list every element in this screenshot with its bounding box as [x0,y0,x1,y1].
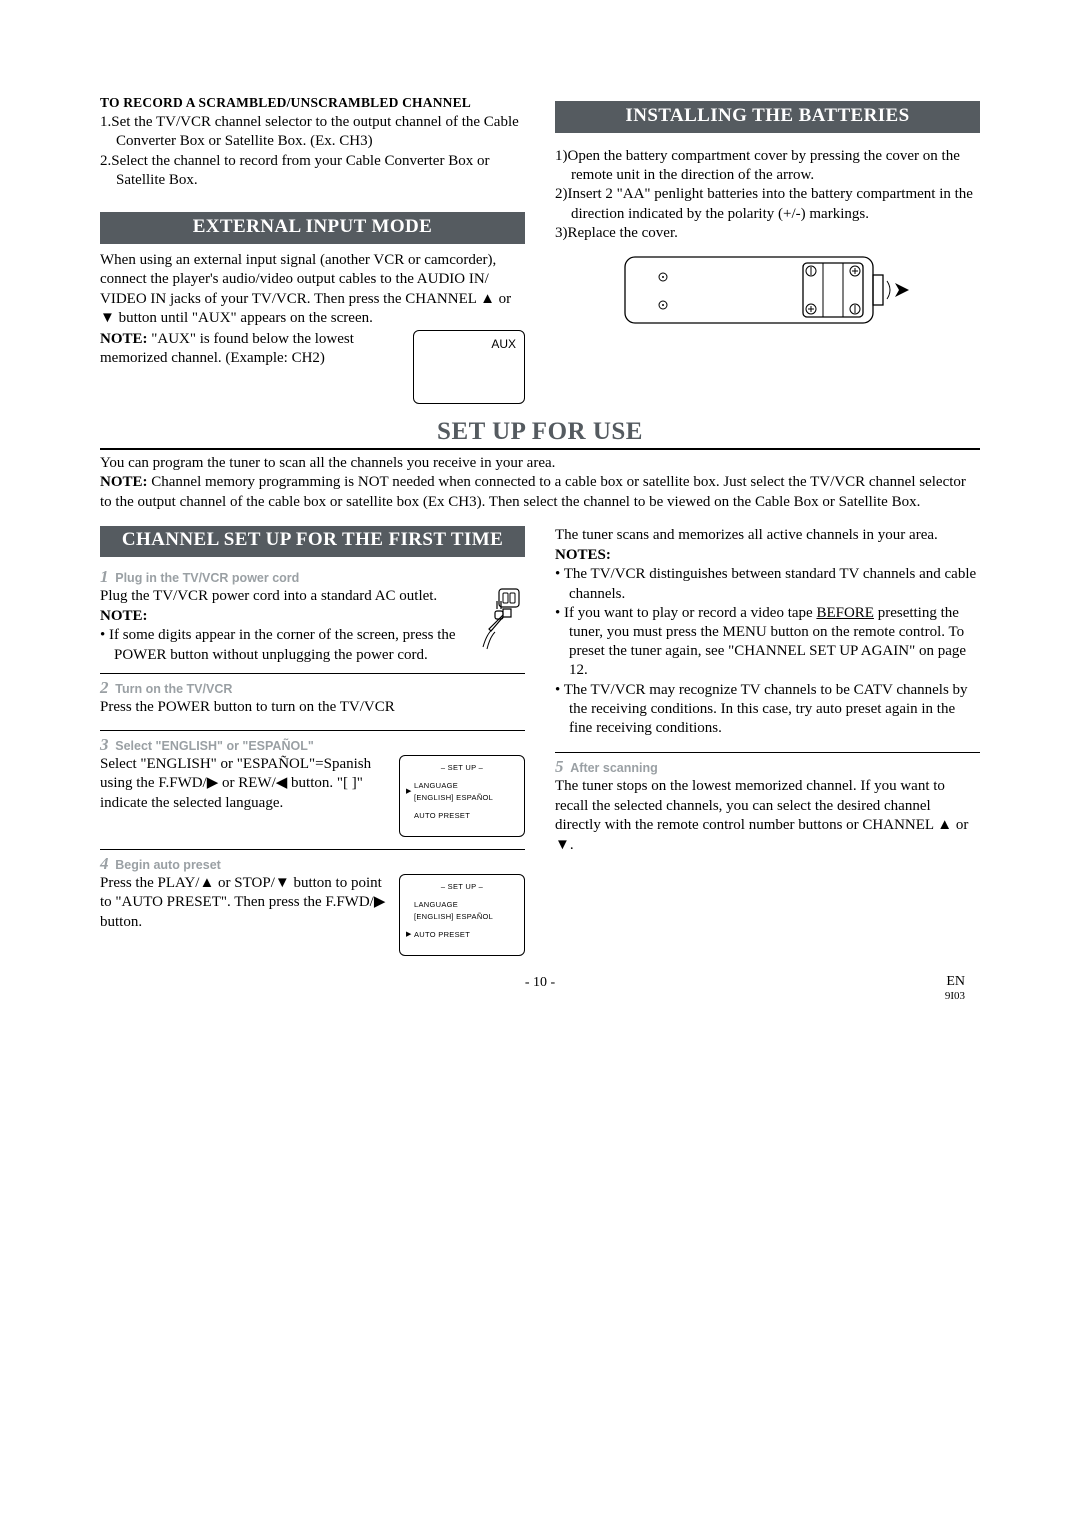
step4-osd-title: – SET UP – [406,881,518,893]
install-item-3: 3)Replace the cover. [555,224,980,243]
battery-diagram [623,253,913,333]
external-input-body: When using an external input signal (ano… [100,251,525,329]
step5-num: 5 [555,757,564,776]
external-input-banner: EXTERNAL INPUT MODE [100,212,525,244]
step4-osd-auto: AUTO PRESET [414,929,470,941]
external-note-label: NOTE: [100,331,148,347]
divider [100,730,525,731]
page-number: - 10 - [0,975,1080,991]
divider [100,673,525,674]
tuner-bullet-1: The TV/VCR distinguishes between standar… [555,565,980,603]
pointer-icon: ▶ [406,929,414,940]
aux-screen-box: AUX [413,330,525,404]
step3-osd: – SET UP – ▶ LANGUAGE [ENGLISH] ESPAÑOL … [399,755,525,837]
step3-body: Select "ENGLISH" or "ESPAÑOL"=Spanish us… [100,755,391,814]
step1-bullet: If some digits appear in the corner of t… [100,626,477,664]
setup-title: SET UP FOR USE [100,418,980,446]
divider [100,849,525,850]
install-item-2: 2)Insert 2 "AA" penlight batteries into … [555,185,980,223]
step5-body: The tuner stops on the lowest memorized … [555,777,980,855]
setup-intro-note-body: Channel memory programming is NOT needed… [100,474,966,510]
aux-label: AUX [491,337,516,397]
step2-num: 2 [100,678,109,697]
divider [100,448,980,450]
tuner-bullet-2: If you want to play or record a video ta… [555,604,980,681]
scrambled-item-1: 1.Set the TV/VCR channel selector to the… [100,113,525,151]
step3-osd-title: – SET UP – [406,762,518,774]
step1-body: Plug the TV/VCR power cord into a standa… [100,587,477,607]
plug-icon [481,587,525,667]
footer-code: 9I03 [945,990,965,1003]
step4-osd-lang: LANGUAGE [414,899,493,911]
tuner-bullet-3: The TV/VCR may recognize TV channels to … [555,681,980,739]
install-item-1: 1)Open the battery compartment cover by … [555,147,980,185]
step4-osd: – SET UP – LANGUAGE [ENGLISH] ESPAÑOL ▶ … [399,874,525,956]
setup-intro-note-label: NOTE: [100,474,148,490]
setup-intro-line1: You can program the tuner to scan all th… [100,454,980,474]
installing-banner: INSTALLING THE BATTERIES [555,101,980,133]
step3-title: Select "ENGLISH" or "ESPAÑOL" [115,739,314,753]
tuner-intro: The tuner scans and memorizes all active… [555,526,980,546]
step3-osd-auto: AUTO PRESET [414,810,470,822]
tuner-notes-label: NOTES: [555,546,980,566]
step4-title: Begin auto preset [115,858,221,872]
step1-title: Plug in the TV/VCR power cord [115,571,299,585]
step2-body: Press the POWER button to turn on the TV… [100,698,525,718]
step4-num: 4 [100,854,109,873]
scrambled-heading: TO RECORD A SCRAMBLED/UNSCRAMBLED CHANNE… [100,95,525,111]
divider [555,752,980,753]
step2-title: Turn on the TV/VCR [115,682,232,696]
step4-body: Press the PLAY/▲ or STOP/▼ button to poi… [100,874,391,933]
channel-setup-banner: CHANNEL SET UP FOR THE FIRST TIME [100,526,525,557]
step3-num: 3 [100,735,109,754]
step4-osd-options: [ENGLISH] ESPAÑOL [414,911,493,923]
step3-osd-lang: LANGUAGE [414,780,493,792]
footer-lang: EN [945,974,965,990]
step1-num: 1 [100,567,109,586]
scrambled-item-2: 2.Select the channel to record from your… [100,152,525,190]
pointer-icon: ▶ [406,786,414,797]
step5-title: After scanning [570,761,658,775]
step1-note-label: NOTE: [100,607,477,627]
step3-osd-options: [ENGLISH] ESPAÑOL [414,792,493,804]
